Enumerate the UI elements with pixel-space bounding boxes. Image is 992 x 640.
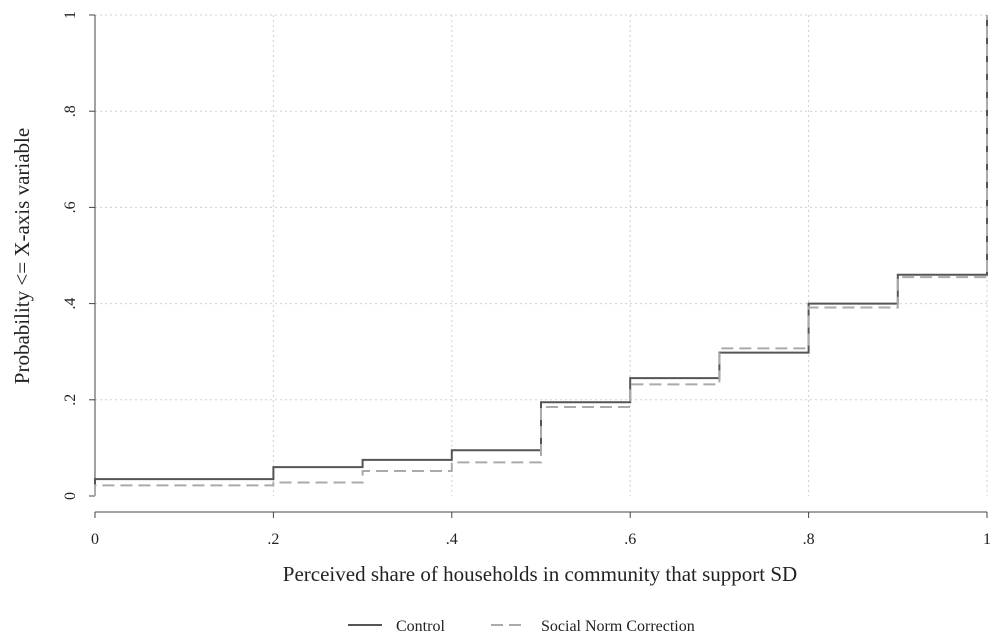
x-tick-label: 0 <box>91 531 99 548</box>
y-tick-label: .6 <box>62 201 79 213</box>
legend: Control Social Norm Correction <box>348 618 695 635</box>
y-tick-label: .2 <box>62 394 79 406</box>
legend-label: Social Norm Correction <box>541 618 695 635</box>
x-tick-label: .6 <box>624 531 636 548</box>
axes: 0 .2 .4 .6 .8 1 0 .2 .4 .6 .8 1 <box>62 11 991 548</box>
x-tick-label: .2 <box>267 531 279 548</box>
x-tick-label: .4 <box>446 531 458 548</box>
series-layer <box>94 15 988 496</box>
y-tick-label: 1 <box>62 11 79 19</box>
y-axis-title: Probability <= X-axis variable <box>10 128 34 384</box>
series-line-control <box>94 15 988 496</box>
y-tick-label: .8 <box>62 105 79 117</box>
y-tick-label: .4 <box>62 298 79 310</box>
y-tick-label: 0 <box>62 492 79 500</box>
x-tick-label: 1 <box>983 531 991 548</box>
series-line-social-norm-correction <box>94 15 988 496</box>
legend-label: Control <box>396 618 445 635</box>
x-axis-title: Perceived share of households in communi… <box>283 562 797 586</box>
x-tick-label: .8 <box>803 531 815 548</box>
